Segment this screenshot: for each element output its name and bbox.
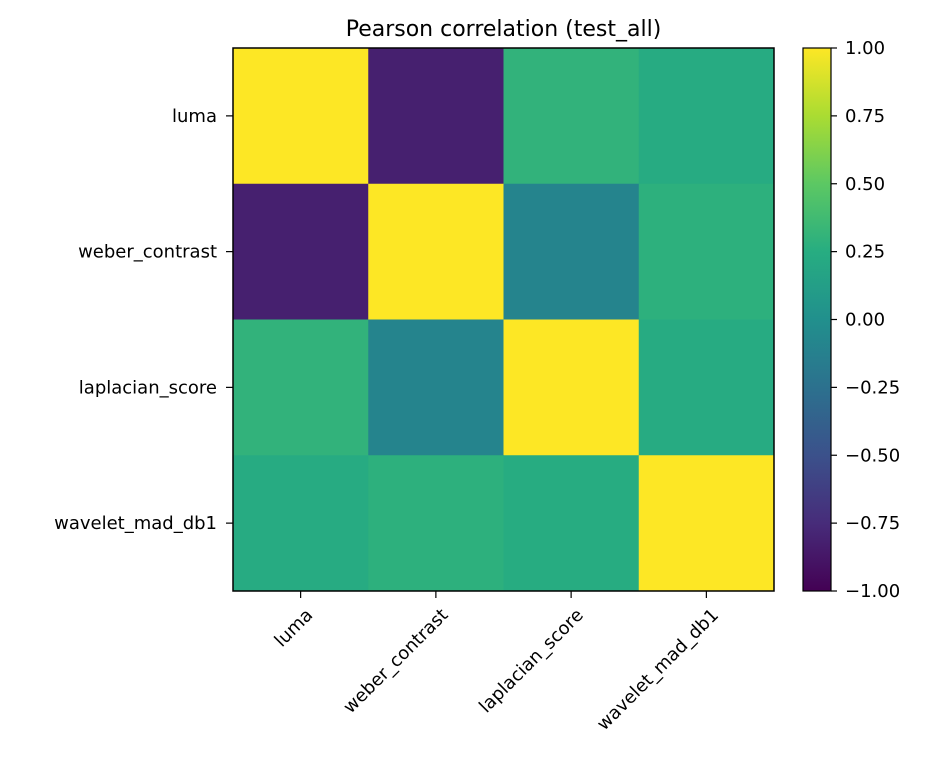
heatmap-cell-wavelet_mad_db1-weber_contrast <box>368 455 504 592</box>
y-axis: luma weber_contrast laplacian_scorewavelet… <box>54 106 233 534</box>
heatmap-cell-laplacian_score-wavelet_mad_db1 <box>638 319 775 456</box>
colorbar-tick-label: −1.00 <box>845 581 900 602</box>
colorbar-tick-label: 0.25 <box>845 242 885 263</box>
colorbar-tick-label: 0.75 <box>845 106 885 127</box>
heatmap-cell-luma-weber_contrast <box>368 48 504 185</box>
x-tick-label: luma <box>271 605 318 652</box>
heatmap-cell-wavelet_mad_db1-luma <box>233 455 369 592</box>
heatmap-cell-wavelet_mad_db1-laplacian_score <box>503 455 640 592</box>
y-tick-label: wavelet_mad_db1 <box>54 513 217 534</box>
heatmap-cell-laplacian_score-laplacian_score <box>503 319 640 456</box>
x-tick-label: laplacian_score <box>475 605 588 718</box>
x-tick-label: weber_contrast <box>339 605 452 718</box>
y-tick-label: weber_contrast <box>78 242 217 263</box>
heatmap-cell-luma-luma <box>233 48 369 185</box>
chart-title: Pearson correlation (test_all) <box>346 17 662 42</box>
colorbar-tick-label: −0.25 <box>845 377 900 398</box>
colorbar-ticks: 1.00 0.75 0.50 0.25 0.00 −0.25 −0.50 −0.75 −1.00 <box>831 38 900 602</box>
colorbar-tick-label: 0.00 <box>845 310 885 331</box>
heatmap-frame <box>232 47 775 592</box>
x-axis: luma weber_contrast laplacian_score wavelet… <box>271 591 723 735</box>
colorbar-tick-label: −0.75 <box>845 513 900 534</box>
heatmap-cell-laplacian_score-weber_contrast <box>368 319 504 456</box>
colorbar-gradient <box>803 48 831 591</box>
heatmap-cell-weber_contrast-wavelet_mad_db1 <box>638 183 775 320</box>
heatmap-cell-luma-wavelet_mad_db1 <box>638 48 775 185</box>
heatmap-cell-wavelet_mad_db1-wavelet_mad_db1 <box>638 455 775 592</box>
heatmap-cell-luma-laplacian_score <box>503 48 640 185</box>
colorbar-tick-label: −0.50 <box>845 445 900 466</box>
colorbar: 1.00 0.75 0.50 0.25 0.00 −0.25 −0.50 −0.75 −1.00 <box>802 38 900 602</box>
heatmap-cell-weber_contrast-weber_contrast <box>368 183 504 320</box>
y-tick-label: luma <box>172 106 217 127</box>
heatmap-cell-weber_contrast-laplacian_score <box>503 183 640 320</box>
heatmap-cells <box>233 48 775 592</box>
heatmap-cell-weber_contrast-luma <box>233 183 369 320</box>
colorbar-tick-label: 0.50 <box>845 174 885 195</box>
x-tick-label: wavelet_mad_db1 <box>593 605 723 735</box>
heatmap-cell-laplacian_score-luma <box>233 319 369 456</box>
colorbar-tick-label: 1.00 <box>845 38 885 59</box>
y-tick-label: laplacian_score <box>79 377 217 398</box>
